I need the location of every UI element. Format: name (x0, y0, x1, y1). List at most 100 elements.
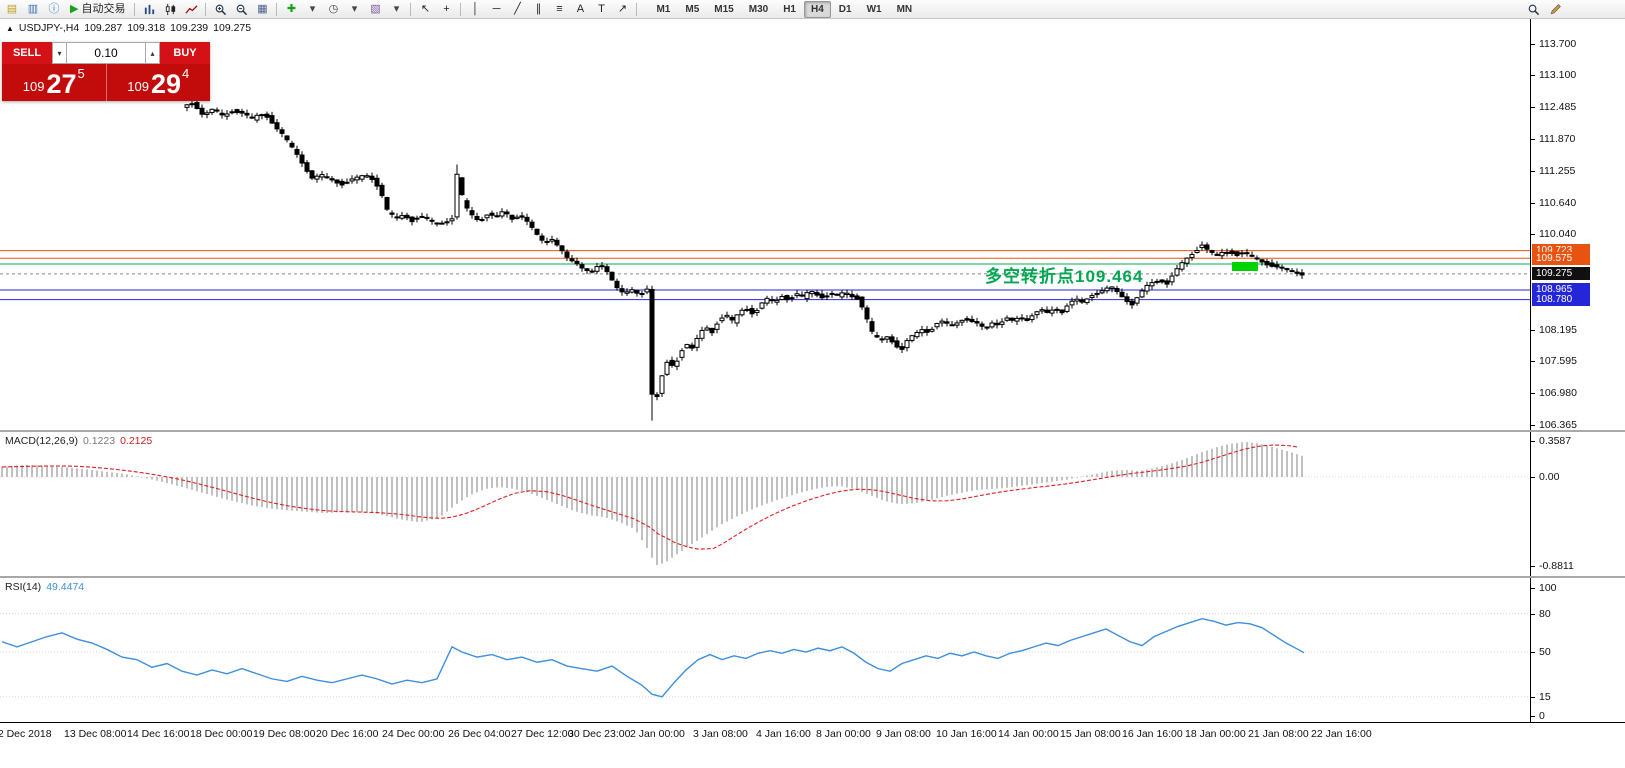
price-scale[interactable]: 113.700 113.100 112.485 111.870 111.255 110.6… (1529, 18, 1625, 722)
zoom-out-icon[interactable] (231, 0, 251, 18)
sell-button[interactable]: SELL (2, 42, 52, 64)
arrows-icon-glyph: ↗ (617, 3, 628, 15)
rsi-panel[interactable]: RSI(14) 49.4474 (0, 578, 1530, 722)
text-icon[interactable]: A (570, 0, 590, 18)
time-axis-label: 18 Dec 00:00 (190, 728, 253, 740)
volume-down-spinner[interactable]: ▾ (52, 42, 67, 64)
autotrading-button[interactable]: ▶ 自动交易 (65, 0, 130, 18)
crosshair-icon-glyph: + (443, 3, 450, 15)
tile-windows-icon[interactable]: ▦ (252, 0, 272, 18)
data-window-icon[interactable]: ⓘ (44, 0, 64, 18)
time-axis-label: 16 Jan 16:00 (1122, 728, 1183, 740)
ohlc-high: 109.318 (127, 22, 166, 34)
timeframe-m1[interactable]: M1 (656, 3, 671, 15)
vertical-line-icon-glyph: │ (472, 3, 479, 15)
profiles-icon[interactable]: ▥ (23, 0, 43, 18)
scale-tick-label: 15 (1530, 690, 1551, 703)
chart-ohlc-header: ▲ USDJPY-,H4 109.287 109.318 109.239 109… (6, 22, 251, 35)
timeframe-mn[interactable]: MN (896, 3, 913, 15)
templates-icon-glyph: ▧ (370, 3, 381, 15)
scale-tick-label: 113.100 (1529, 69, 1577, 82)
price-line-label: 109.275 (1532, 267, 1590, 281)
sell-price[interactable]: 109 27 5 (2, 64, 106, 101)
new-order-icon[interactable]: ✚ (281, 0, 301, 18)
fibonacci-icon[interactable]: ≡ (549, 0, 569, 18)
buy-price[interactable]: 109 29 4 (105, 64, 211, 101)
scale-tick-label: 111.255 (1529, 165, 1576, 178)
zoom-in-icon[interactable] (210, 0, 230, 18)
horizontal-line-icon-glyph: ─ (492, 3, 501, 15)
ohlc-close: 109.275 (213, 22, 252, 34)
templates-icon[interactable]: ▧ (365, 0, 385, 18)
macd-value-signal: 0.2125 (120, 435, 153, 447)
time-axis-label: 20 Dec 16:00 (316, 728, 379, 740)
scale-tick-label: 108.195 (1530, 323, 1577, 336)
line-chart-icon[interactable] (181, 0, 201, 18)
price-chart-panel[interactable]: ▲ USDJPY-,H4 109.287 109.318 109.239 109… (0, 18, 1530, 430)
clock-caret-icon-glyph: ▾ (351, 3, 358, 15)
vertical-line-icon[interactable]: │ (465, 0, 485, 18)
scale-tick-label: 112.485 (1529, 101, 1577, 114)
trade-panel-top-row: SELL ▾ ▴ BUY (2, 42, 210, 64)
panel-divider-macd[interactable] (0, 430, 1625, 432)
clock-caret-icon[interactable]: ▾ (344, 0, 364, 18)
toolbar-separator (134, 2, 136, 16)
toolbar-separator (205, 2, 207, 16)
search-icon[interactable] (1523, 0, 1543, 18)
top-toolbar: ▤ ▥ ⓘ ▶ 自动交易 ▦ ✚ ▾ ◷ ▾ ▧ ▾ ↖ + │ ─ ╱ ∥ ≡ A T ↗ M1 M5 M15 M30 H1 H4 D… (0, 0, 1625, 19)
rsi-canvas[interactable] (0, 578, 1530, 722)
timeframe-m15[interactable]: M15 (714, 3, 734, 15)
scale-tick-label: 110.640 (1529, 196, 1577, 209)
buy-price-prefix: 109 (127, 79, 149, 94)
volume-up-spinner[interactable]: ▴ (145, 42, 160, 64)
scale-tick-label: 0.00 (1529, 471, 1560, 483)
channel-icon[interactable]: ∥ (528, 0, 548, 18)
price-chart-canvas[interactable] (0, 18, 1530, 430)
timeframe-m5[interactable]: M5 (685, 3, 700, 15)
toolbar-separator (276, 2, 278, 16)
chart-workspace: ▲ USDJPY-,H4 109.287 109.318 109.239 109… (0, 18, 1625, 768)
new-order-caret-icon[interactable]: ▾ (302, 0, 322, 18)
candlestick-chart-icon[interactable] (160, 0, 180, 18)
price-line-label: 109.575 (1532, 251, 1590, 265)
cursor-icon-glyph: ↖ (420, 3, 431, 15)
trendline-icon-glyph: ╱ (514, 3, 521, 15)
macd-name: MACD(12,26,9) (5, 435, 78, 447)
time-axis-label: 14 Jan 00:00 (998, 728, 1059, 740)
time-axis-label: 8 Jan 00:00 (816, 728, 871, 740)
autotrade-clock-icon[interactable]: ◷ (323, 0, 343, 18)
label-icon[interactable]: T (591, 0, 611, 18)
toolbar-separator (636, 2, 638, 16)
horizontal-line-icon[interactable]: ─ (486, 0, 506, 18)
templates-caret-icon[interactable]: ▾ (386, 0, 406, 18)
time-axis-label: 10 Jan 16:00 (936, 728, 997, 740)
scale-tick-label: 50 (1530, 646, 1551, 658)
timeframe-h4[interactable]: H4 (803, 0, 831, 18)
one-click-trading-panel: SELL ▾ ▴ BUY 109 27 5 109 29 4 (2, 42, 210, 101)
new-chart-icon[interactable]: ▤ (2, 0, 22, 18)
crosshair-icon[interactable]: + (436, 0, 456, 18)
autotrade-clock-icon-glyph: ◷ (328, 3, 339, 15)
trendline-icon[interactable]: ╱ (507, 0, 527, 18)
edit-icon[interactable] (1545, 0, 1565, 18)
timeframe-m30[interactable]: M30 (748, 3, 769, 15)
time-axis-label: 21 Jan 08:00 (1248, 728, 1309, 740)
timeframe-w1[interactable]: W1 (866, 3, 882, 15)
volume-input[interactable] (67, 42, 145, 64)
price-line-label: 108.780 (1532, 293, 1590, 307)
macd-value-main: 0.1223 (82, 435, 116, 447)
panel-divider-rsi[interactable] (0, 576, 1625, 578)
cursor-icon[interactable]: ↖ (415, 0, 435, 18)
scale-tick-label: 113.700 (1529, 38, 1577, 50)
macd-canvas[interactable] (0, 432, 1530, 576)
buy-button[interactable]: BUY (160, 42, 210, 64)
timeframe-h1[interactable]: H1 (783, 3, 796, 15)
bar-chart-icon[interactable] (139, 0, 159, 18)
arrows-icon[interactable]: ↗ (612, 0, 632, 18)
time-axis-label: 22 Jan 16:00 (1311, 728, 1372, 740)
new-order-caret-icon-glyph: ▾ (309, 3, 316, 15)
timeframe-d1[interactable]: D1 (838, 3, 852, 15)
label-icon-glyph: T (598, 3, 605, 15)
macd-panel[interactable]: MACD(12,26,9) 0.1223 0.2125 (0, 432, 1530, 576)
